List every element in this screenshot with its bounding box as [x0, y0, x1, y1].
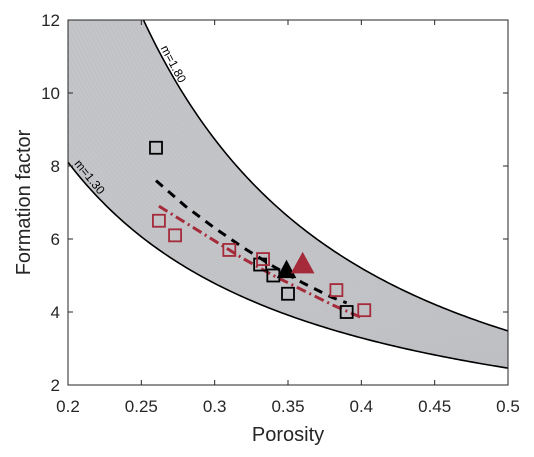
archie-band-hatch [68, 19, 509, 346]
archie-band-hatch [68, 19, 509, 338]
data-point-square [222, 243, 237, 257]
archie-band-hatch [67, 143, 509, 366]
archie-band-hatch [68, 19, 509, 343]
archie-band-hatch [68, 19, 509, 340]
archie-band-hatch [67, 124, 509, 364]
lower-curve-m130 [67, 161, 509, 369]
y-tick-label: 6 [51, 230, 60, 249]
archie-band-hatch [68, 19, 509, 344]
archie-band-hatch [68, 19, 509, 347]
archie-band-hatch [68, 19, 509, 334]
y-tick-label: 10 [41, 84, 60, 103]
y-tick-label: 4 [51, 303, 60, 322]
x-tick-label: 0.2 [56, 397, 80, 416]
data-point-square [168, 228, 182, 243]
archie-band-hatch [67, 88, 509, 360]
archie-band-area [68, 20, 508, 369]
data-point-square [357, 303, 372, 318]
archie-band-hatch [67, 57, 509, 356]
data-markers-layer [149, 140, 372, 319]
upper-curve-m180 [142, 19, 509, 332]
archie-band-hatch [68, 19, 509, 341]
archie-band-hatch [67, 117, 509, 363]
y-tick-label: 8 [51, 157, 60, 176]
x-tick-label: 0.35 [271, 397, 304, 416]
archie-band-hatch [68, 19, 509, 337]
data-point-square [329, 283, 344, 298]
fit-line-series-1 [155, 179, 348, 305]
x-tick-label: 0.25 [125, 397, 158, 416]
archie-band-hatch [67, 41, 509, 355]
y-tick-label: 12 [41, 11, 60, 30]
archie-band-hatch [68, 19, 509, 335]
archie-band-hatch [67, 130, 509, 365]
archie-band-hatch [68, 19, 509, 339]
archie-band-hatch [68, 19, 509, 336]
archie-band-hatch [68, 19, 509, 345]
axis-ticks-layer: 0.2 0.25 0.3 0.35 0.4 0.45 0.5 2 4 6 8 10 12 [41, 11, 520, 416]
data-point-square [256, 252, 270, 266]
fit-lines-layer [155, 179, 362, 319]
mean-point-triangle [290, 251, 315, 274]
y-axis-title: Formation factor [13, 129, 35, 275]
data-point-square [339, 305, 354, 319]
archie-band-hatch [67, 149, 509, 367]
archie-band-hatch [67, 137, 509, 366]
y-tick-label: 2 [51, 376, 60, 395]
data-point-square [152, 213, 166, 228]
x-tick-label: 0.5 [496, 397, 520, 416]
x-axis-title: Porosity [252, 424, 324, 446]
archie-band-hatch [67, 96, 509, 361]
x-tick-label: 0.4 [350, 397, 374, 416]
archie-band-hatch [67, 81, 509, 359]
x-tick-label: 0.3 [203, 397, 227, 416]
archie-band-hatch [68, 19, 509, 348]
archie-band-hatch [68, 19, 509, 342]
x-tick-label: 0.45 [418, 397, 451, 416]
data-point-square [149, 140, 163, 155]
mean-point-triangle [276, 259, 297, 279]
archie-band-hatch [67, 103, 509, 362]
archie-band-hatch [67, 65, 509, 357]
data-point-square [281, 286, 295, 301]
archie-band-hatch [67, 156, 509, 368]
